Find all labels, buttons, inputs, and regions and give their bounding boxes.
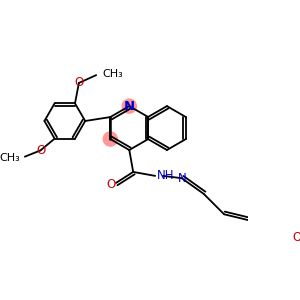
Circle shape <box>103 132 117 146</box>
Text: CH₃: CH₃ <box>0 153 20 163</box>
Text: NH: NH <box>157 169 174 182</box>
Text: CH₃: CH₃ <box>102 69 123 79</box>
Text: O: O <box>292 231 300 244</box>
Text: O: O <box>106 178 116 191</box>
Text: O: O <box>36 144 45 157</box>
Text: O: O <box>74 76 83 89</box>
Text: N: N <box>124 100 135 112</box>
Circle shape <box>122 99 136 113</box>
Text: N: N <box>177 172 186 185</box>
